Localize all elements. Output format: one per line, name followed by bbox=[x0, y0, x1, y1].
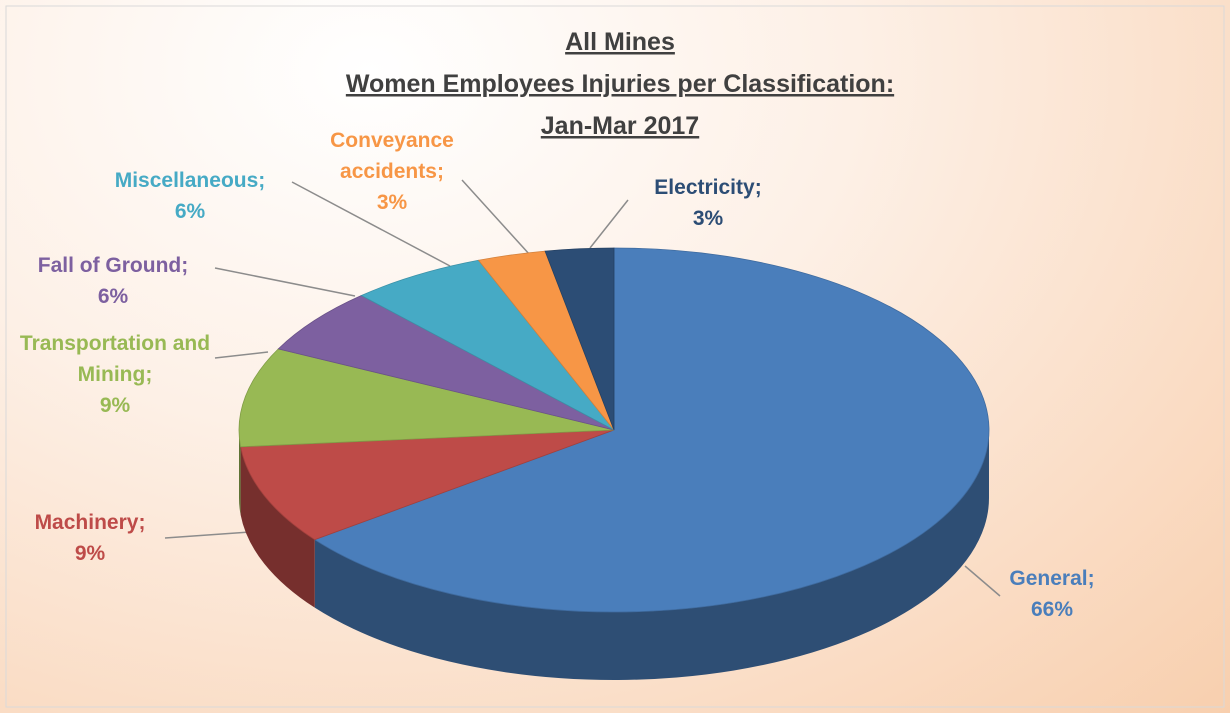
data-label-separator: ; bbox=[181, 254, 189, 277]
pie-slice bbox=[277, 295, 615, 431]
data-label-category: Transportation and Mining bbox=[19, 332, 211, 386]
data-label-category: General bbox=[1009, 567, 1088, 590]
pie-slice-side bbox=[239, 430, 241, 515]
chart-title: Women Employees Injuries per Classificat… bbox=[346, 70, 894, 98]
pie-slice bbox=[544, 247, 615, 431]
data-label-separator: ; bbox=[258, 169, 266, 192]
data-label-separator: ; bbox=[138, 511, 146, 534]
pie-slice-side bbox=[240, 446, 315, 608]
leader-line bbox=[214, 351, 269, 359]
leader-line bbox=[589, 199, 629, 249]
data-label: General; 66% bbox=[972, 563, 1132, 625]
pie-slice bbox=[313, 247, 990, 613]
leader-line bbox=[461, 179, 531, 256]
data-label-category: Machinery bbox=[34, 511, 139, 534]
pie-tops bbox=[238, 247, 990, 613]
data-label: Electricity; 3% bbox=[608, 172, 808, 234]
chart-title: Jan-Mar 2017 bbox=[541, 112, 699, 140]
pie-slice bbox=[360, 259, 615, 431]
leader-lines bbox=[164, 179, 1001, 597]
data-label-value: 9% bbox=[99, 394, 131, 417]
data-label-separator: ; bbox=[436, 160, 444, 183]
data-label: Machinery; 9% bbox=[0, 507, 180, 569]
data-label-category: Electricity bbox=[654, 176, 755, 199]
data-label-value: 9% bbox=[74, 542, 106, 565]
pie-sides bbox=[239, 430, 989, 680]
data-label: Fall of Ground; 6% bbox=[0, 250, 233, 312]
data-label-value: 6% bbox=[174, 200, 206, 223]
data-label-separator: ; bbox=[145, 363, 153, 386]
pie-slice bbox=[238, 348, 615, 448]
data-label-separator: ; bbox=[1087, 567, 1095, 590]
leader-line bbox=[964, 565, 1001, 597]
data-label-separator: ; bbox=[754, 176, 762, 199]
data-label-category: Fall of Ground bbox=[37, 254, 182, 277]
data-label: Conveyance accidents; 3% bbox=[312, 125, 472, 218]
pie-slice-side bbox=[314, 430, 989, 680]
data-label-value: 3% bbox=[692, 207, 724, 230]
chart-title: All Mines bbox=[565, 28, 675, 56]
chart-border bbox=[5, 5, 1225, 708]
leader-line bbox=[164, 531, 251, 539]
data-label-value: 3% bbox=[376, 191, 408, 214]
data-label-value: 6% bbox=[97, 285, 129, 308]
data-label-category: Miscellaneous bbox=[114, 169, 259, 192]
data-label: Miscellaneous; 6% bbox=[70, 165, 310, 227]
leader-line bbox=[214, 267, 356, 297]
pie-slice bbox=[240, 429, 615, 541]
data-label: Transportation and Mining; 9% bbox=[10, 328, 220, 421]
leader-line bbox=[291, 181, 451, 267]
data-label-value: 66% bbox=[1030, 598, 1074, 621]
data-label-category: Conveyance accidents bbox=[330, 129, 454, 183]
